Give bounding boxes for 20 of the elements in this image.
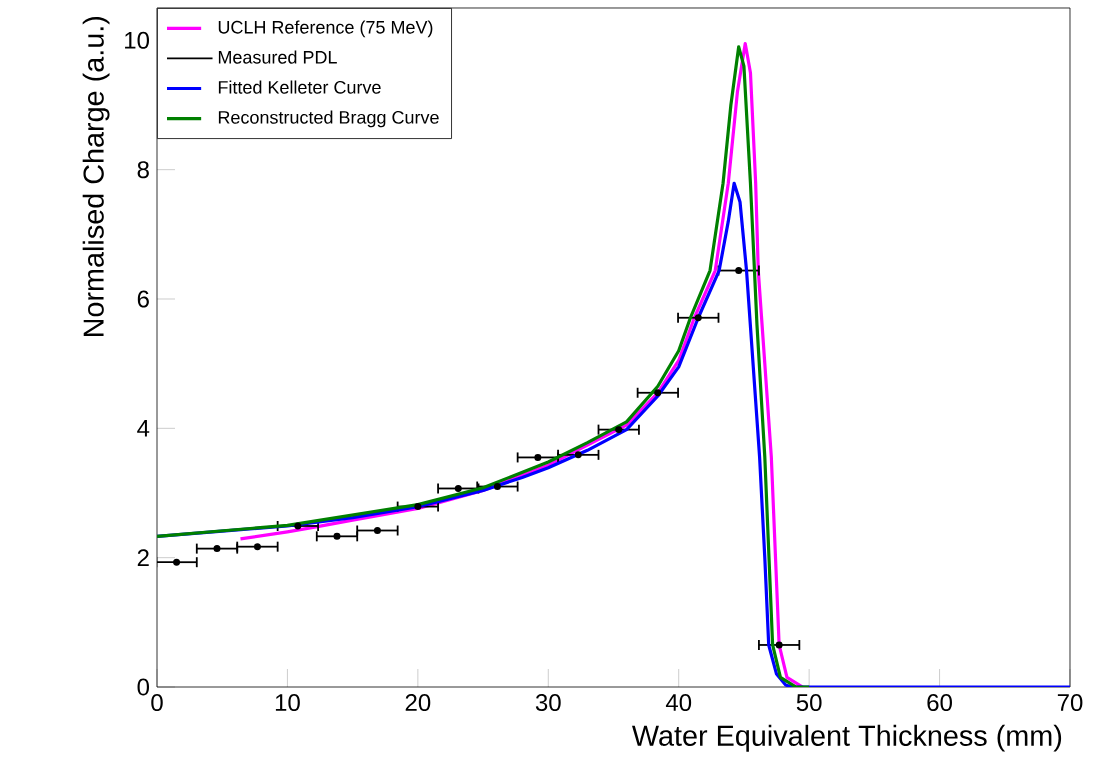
x-tick-label: 60 [927,694,952,712]
legend-label: Reconstructed Bragg Curve [218,110,439,128]
x-tick-label: 0 [151,694,163,712]
y-tick-label: 2 [137,549,149,567]
y-tick-label: 8 [137,161,149,179]
legend-label: Fitted Kelleter Curve [218,80,381,94]
y-tick-label: 0 [137,678,150,696]
y-tick-label: 6 [137,290,149,308]
y-axis-title: Normalised Charge (a.u.) [82,16,110,337]
y-tick-label: 10 [125,31,150,49]
x-tick-label: 70 [1057,694,1083,712]
y-tick-label: 4 [137,420,150,437]
legend-label: UCLH Reference (75 MeV) [218,20,433,38]
legend-label: Measured PDL [218,50,337,64]
x-tick-label: 20 [405,694,431,712]
x-tick-label: 10 [275,694,300,712]
x-tick-label: 30 [535,694,561,712]
x-tick-label: 50 [796,694,822,712]
x-axis-title: Water Equivalent Thickness (mm) [632,724,1062,752]
x-tick-label: 40 [665,694,692,712]
